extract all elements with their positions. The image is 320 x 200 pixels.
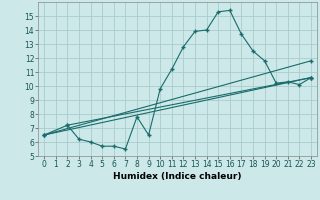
X-axis label: Humidex (Indice chaleur): Humidex (Indice chaleur) xyxy=(113,172,242,181)
